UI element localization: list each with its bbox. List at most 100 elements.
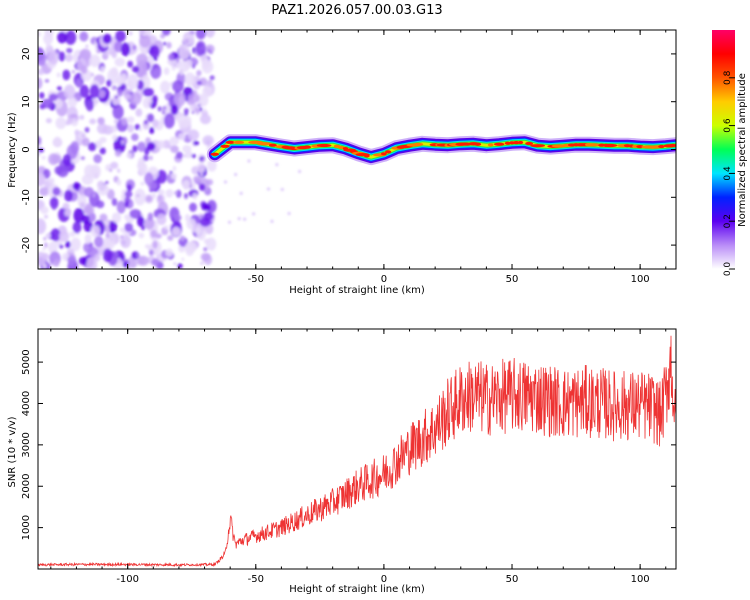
noise-blob (181, 257, 185, 261)
noise-blob (142, 154, 149, 162)
noise-blob (56, 72, 61, 78)
noise-blob (205, 30, 216, 38)
noise-blob (38, 135, 42, 146)
noise-blob (67, 255, 77, 266)
noise-blob (105, 232, 110, 239)
ridge-core (603, 143, 618, 148)
noise-blob (38, 172, 46, 186)
noise-blob (79, 84, 90, 98)
noise-blob (144, 172, 154, 186)
noise-blob (136, 53, 148, 66)
noise-blob (38, 51, 47, 66)
noise-blob (149, 155, 153, 161)
noise-blob (102, 33, 112, 44)
noise-blob (110, 228, 115, 233)
noise-blob (45, 118, 52, 124)
noise-blob (64, 209, 71, 217)
noise-blob (149, 126, 155, 135)
ridge-core (668, 143, 676, 148)
colorbar-label: Normalized spectral amplitude (737, 73, 748, 227)
figure-title: PAZ1.2026.057.00.03.G13 (271, 3, 442, 18)
noise-blob (111, 93, 121, 106)
noise-blob (275, 163, 279, 167)
noise-blob (161, 30, 171, 36)
noise-blob (120, 73, 128, 82)
noise-blob (252, 212, 256, 216)
noise-blob (192, 192, 198, 200)
ridge-core (517, 140, 524, 145)
noise-blob (81, 215, 90, 225)
noise-blob (126, 116, 135, 123)
noise-blob (79, 48, 92, 61)
y-tick-label: -20 (21, 237, 32, 253)
noise-blob (43, 214, 49, 219)
noise-blob (136, 79, 144, 90)
noise-blob (160, 33, 166, 39)
noise-blob (237, 217, 241, 221)
noise-blob (84, 186, 94, 198)
colorbar-tick-label: 0.2 (723, 214, 733, 228)
noise-blob (195, 107, 201, 114)
noise-blob (99, 147, 106, 155)
noise-blob (79, 114, 85, 120)
noise-blob (77, 132, 87, 140)
ridge-core (530, 144, 546, 148)
noise-blob (51, 154, 62, 164)
noise-blob (199, 114, 211, 125)
noise-blob (86, 256, 98, 269)
noise-blob (81, 137, 90, 147)
noise-blob (136, 215, 145, 227)
noise-blob (134, 188, 146, 206)
noise-blob (182, 180, 191, 190)
noise-blob (89, 118, 97, 125)
noise-blob (164, 225, 168, 230)
ridge-core (598, 143, 606, 147)
noise-blob (178, 44, 191, 60)
noise-blob (131, 133, 139, 142)
noise-blob (109, 168, 113, 173)
noise-blob (80, 65, 88, 74)
noise-blob (64, 30, 77, 45)
noise-blob (81, 174, 94, 185)
noise-blob (46, 43, 50, 48)
noise-blob (120, 234, 131, 249)
noise-blob (201, 158, 205, 162)
noise-blob (85, 44, 89, 48)
noise-blob (52, 187, 61, 196)
noise-blob (180, 235, 185, 241)
snr-ylabel: SNR (10 * v/v) (7, 416, 18, 487)
snr-panel: -100 -50 0 50 100 1000 2000 3000 4000 5000 Height… (7, 328, 677, 595)
snr-ticks: -100 -50 0 50 100 1000 2000 3000 4000 5000 (21, 329, 676, 585)
x-tick-label: 100 (631, 274, 650, 285)
noise-blob (124, 222, 133, 233)
noise-blob (207, 48, 211, 53)
spectrogram-ridge (206, 134, 676, 166)
colorbar-bar (712, 30, 735, 269)
noise-blob (111, 198, 118, 207)
noise-blob (195, 226, 202, 235)
noise-blob (78, 257, 87, 265)
x-tick-label: 100 (631, 574, 650, 585)
noise-blob (43, 242, 48, 248)
noise-blob (287, 212, 291, 216)
noise-blob (143, 217, 155, 230)
noise-blob (200, 261, 204, 265)
x-tick-label: -100 (116, 274, 139, 285)
x-tick-label: -50 (248, 574, 264, 585)
noise-blob (166, 41, 172, 49)
noise-blob (144, 244, 150, 249)
noise-blob (163, 113, 175, 129)
noise-blob (139, 127, 143, 132)
noise-blob (47, 49, 59, 65)
ridge-core (220, 144, 230, 148)
noise-blob (99, 213, 108, 222)
y-tick-label: 5000 (21, 349, 32, 374)
noise-blob (42, 247, 46, 251)
colorbar-tick-label: 0.0 (723, 262, 733, 277)
ridge-core (385, 150, 392, 154)
noise-blob (188, 93, 200, 104)
noise-blob (114, 150, 122, 157)
noise-blob (203, 247, 208, 252)
